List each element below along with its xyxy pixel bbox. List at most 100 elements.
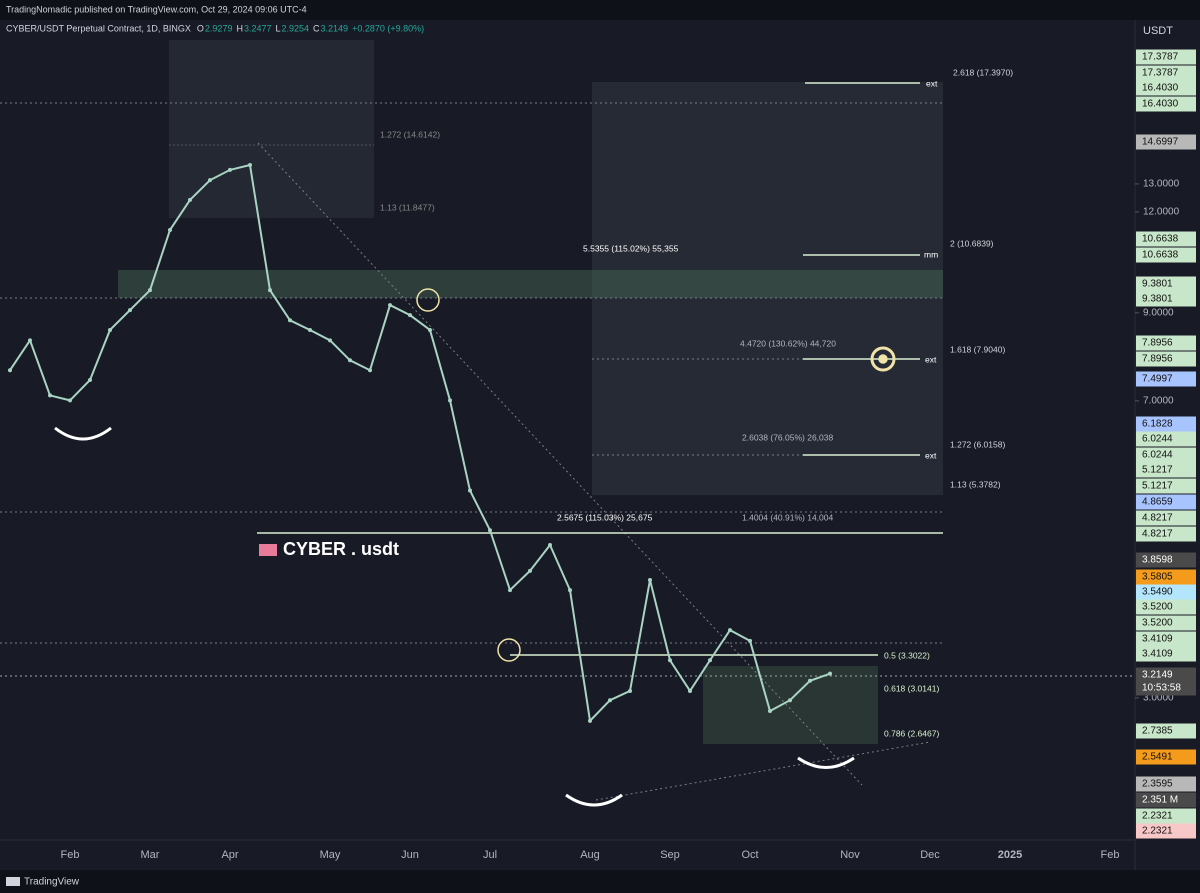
price-tag-bg <box>1136 478 1196 494</box>
annotation: 1.272 (6.0158) <box>950 439 1005 449</box>
levels <box>0 102 1135 801</box>
price-tag: 14.6997 <box>1142 137 1179 148</box>
price-tag-bg <box>1136 615 1196 631</box>
annotation: 0.618 (3.0141) <box>884 683 939 693</box>
price-tag: 17.3787 <box>1142 52 1179 63</box>
change: +0.2870 (+9.80%) <box>352 23 424 33</box>
top-bar <box>0 0 1200 20</box>
price-tag-bg <box>1136 631 1196 647</box>
annotation: 2.618 (17.3970) <box>953 67 1013 77</box>
price-point <box>808 678 812 683</box>
price-point <box>128 308 132 313</box>
x-tick-label: Oct <box>741 849 758 861</box>
price-tag: 7.8956 <box>1142 354 1173 365</box>
price-tag: 3.2149 <box>1142 670 1173 681</box>
price-tag: 3.4109 <box>1142 634 1173 645</box>
price-tag-bg <box>1136 134 1196 150</box>
publisher: TradingNomadic published on TradingView.… <box>6 4 307 14</box>
price-tag-bg <box>1136 49 1196 65</box>
price-tag-bg <box>1136 431 1196 447</box>
x-tick-label: Dec <box>920 849 940 861</box>
price-tag-bg <box>1136 646 1196 662</box>
price-tag-bg <box>1136 792 1196 808</box>
price-tag-bg <box>1136 231 1196 247</box>
price-tag-bg <box>1136 510 1196 526</box>
price-point <box>408 313 412 318</box>
logo <box>6 877 20 886</box>
price-tag: 3.5200 <box>1142 618 1173 629</box>
price-tag: 10:53:58 <box>1142 683 1181 694</box>
price-tag: 10.6638 <box>1142 250 1179 261</box>
price-point <box>568 588 572 593</box>
price-tag-bg <box>1136 584 1196 600</box>
price-point <box>788 698 792 703</box>
price-point <box>208 178 212 183</box>
y-tick-label: 13.0000 <box>1143 179 1180 190</box>
price-tag-bg <box>1136 247 1196 263</box>
price-point <box>628 688 632 693</box>
watermark-icon <box>259 544 277 556</box>
price-point <box>828 671 832 676</box>
annotation: ext <box>926 78 938 88</box>
price-tag: 2.2321 <box>1142 826 1173 837</box>
price-point <box>248 163 252 168</box>
price-line <box>9 163 831 723</box>
zone <box>703 666 878 744</box>
price-tag-bg <box>1136 65 1196 81</box>
watermark: CYBER . usdt <box>283 539 399 559</box>
price-point <box>448 398 452 403</box>
price-point <box>668 658 672 663</box>
price-tag: 4.8659 <box>1142 497 1173 508</box>
price-tag: 3.5200 <box>1142 602 1173 613</box>
price-tag-bg <box>1136 335 1196 351</box>
price-point <box>588 718 592 723</box>
price-tag: 7.8956 <box>1142 338 1173 349</box>
price-point <box>8 368 12 373</box>
price-tag: 9.3801 <box>1142 279 1173 290</box>
footer: TradingView <box>24 877 80 888</box>
price-point <box>428 327 432 332</box>
price-tag: 3.8598 <box>1142 555 1173 566</box>
annotation: ext <box>925 450 937 460</box>
annotation: mm <box>924 249 938 259</box>
price-point <box>528 568 532 573</box>
annotation: 1.13 (11.8477) <box>380 202 435 212</box>
x-tick-label: Jun <box>401 849 419 861</box>
y-tick-label: 12.0000 <box>1143 207 1180 218</box>
x-tick-label: Apr <box>221 849 238 861</box>
price-point <box>608 698 612 703</box>
price-point <box>388 303 392 308</box>
price-point <box>228 167 232 172</box>
annotation: 2 (10.6839) <box>950 238 994 248</box>
price-point <box>488 528 492 533</box>
annotation: 4.4720 (130.62%) 44,720 <box>740 338 836 348</box>
zone <box>118 270 943 298</box>
price-point <box>508 588 512 593</box>
price-tag-bg <box>1136 291 1196 307</box>
annotation: 1.272 (14.6142) <box>380 129 440 139</box>
price-tag-bg <box>1136 462 1196 478</box>
price-tag: 2.3595 <box>1142 779 1173 790</box>
price-point <box>268 288 272 293</box>
price-tag-bg <box>1136 96 1196 112</box>
price-point <box>328 338 332 343</box>
price-tag: 16.4030 <box>1142 83 1179 94</box>
price-point <box>748 638 752 643</box>
price-tag: 2.351 M <box>1142 795 1178 806</box>
price-point <box>108 327 112 332</box>
y-tick-label: 9.0000 <box>1143 307 1174 318</box>
price-point <box>708 658 712 663</box>
bottom-bar <box>0 870 1200 893</box>
price-tag: 2.2321 <box>1142 811 1173 822</box>
price-point <box>548 543 552 548</box>
price-tag-bg <box>1136 371 1196 387</box>
x-tick-label: Sep <box>660 849 680 861</box>
ohlc-value: 2.9254 <box>282 23 310 33</box>
price-point <box>48 393 52 398</box>
price-tag: 7.4997 <box>1142 374 1173 385</box>
x-tick-label: Jul <box>483 849 497 861</box>
price-point <box>648 577 652 582</box>
range-box <box>169 40 374 218</box>
x-tick-label: Aug <box>580 849 600 861</box>
